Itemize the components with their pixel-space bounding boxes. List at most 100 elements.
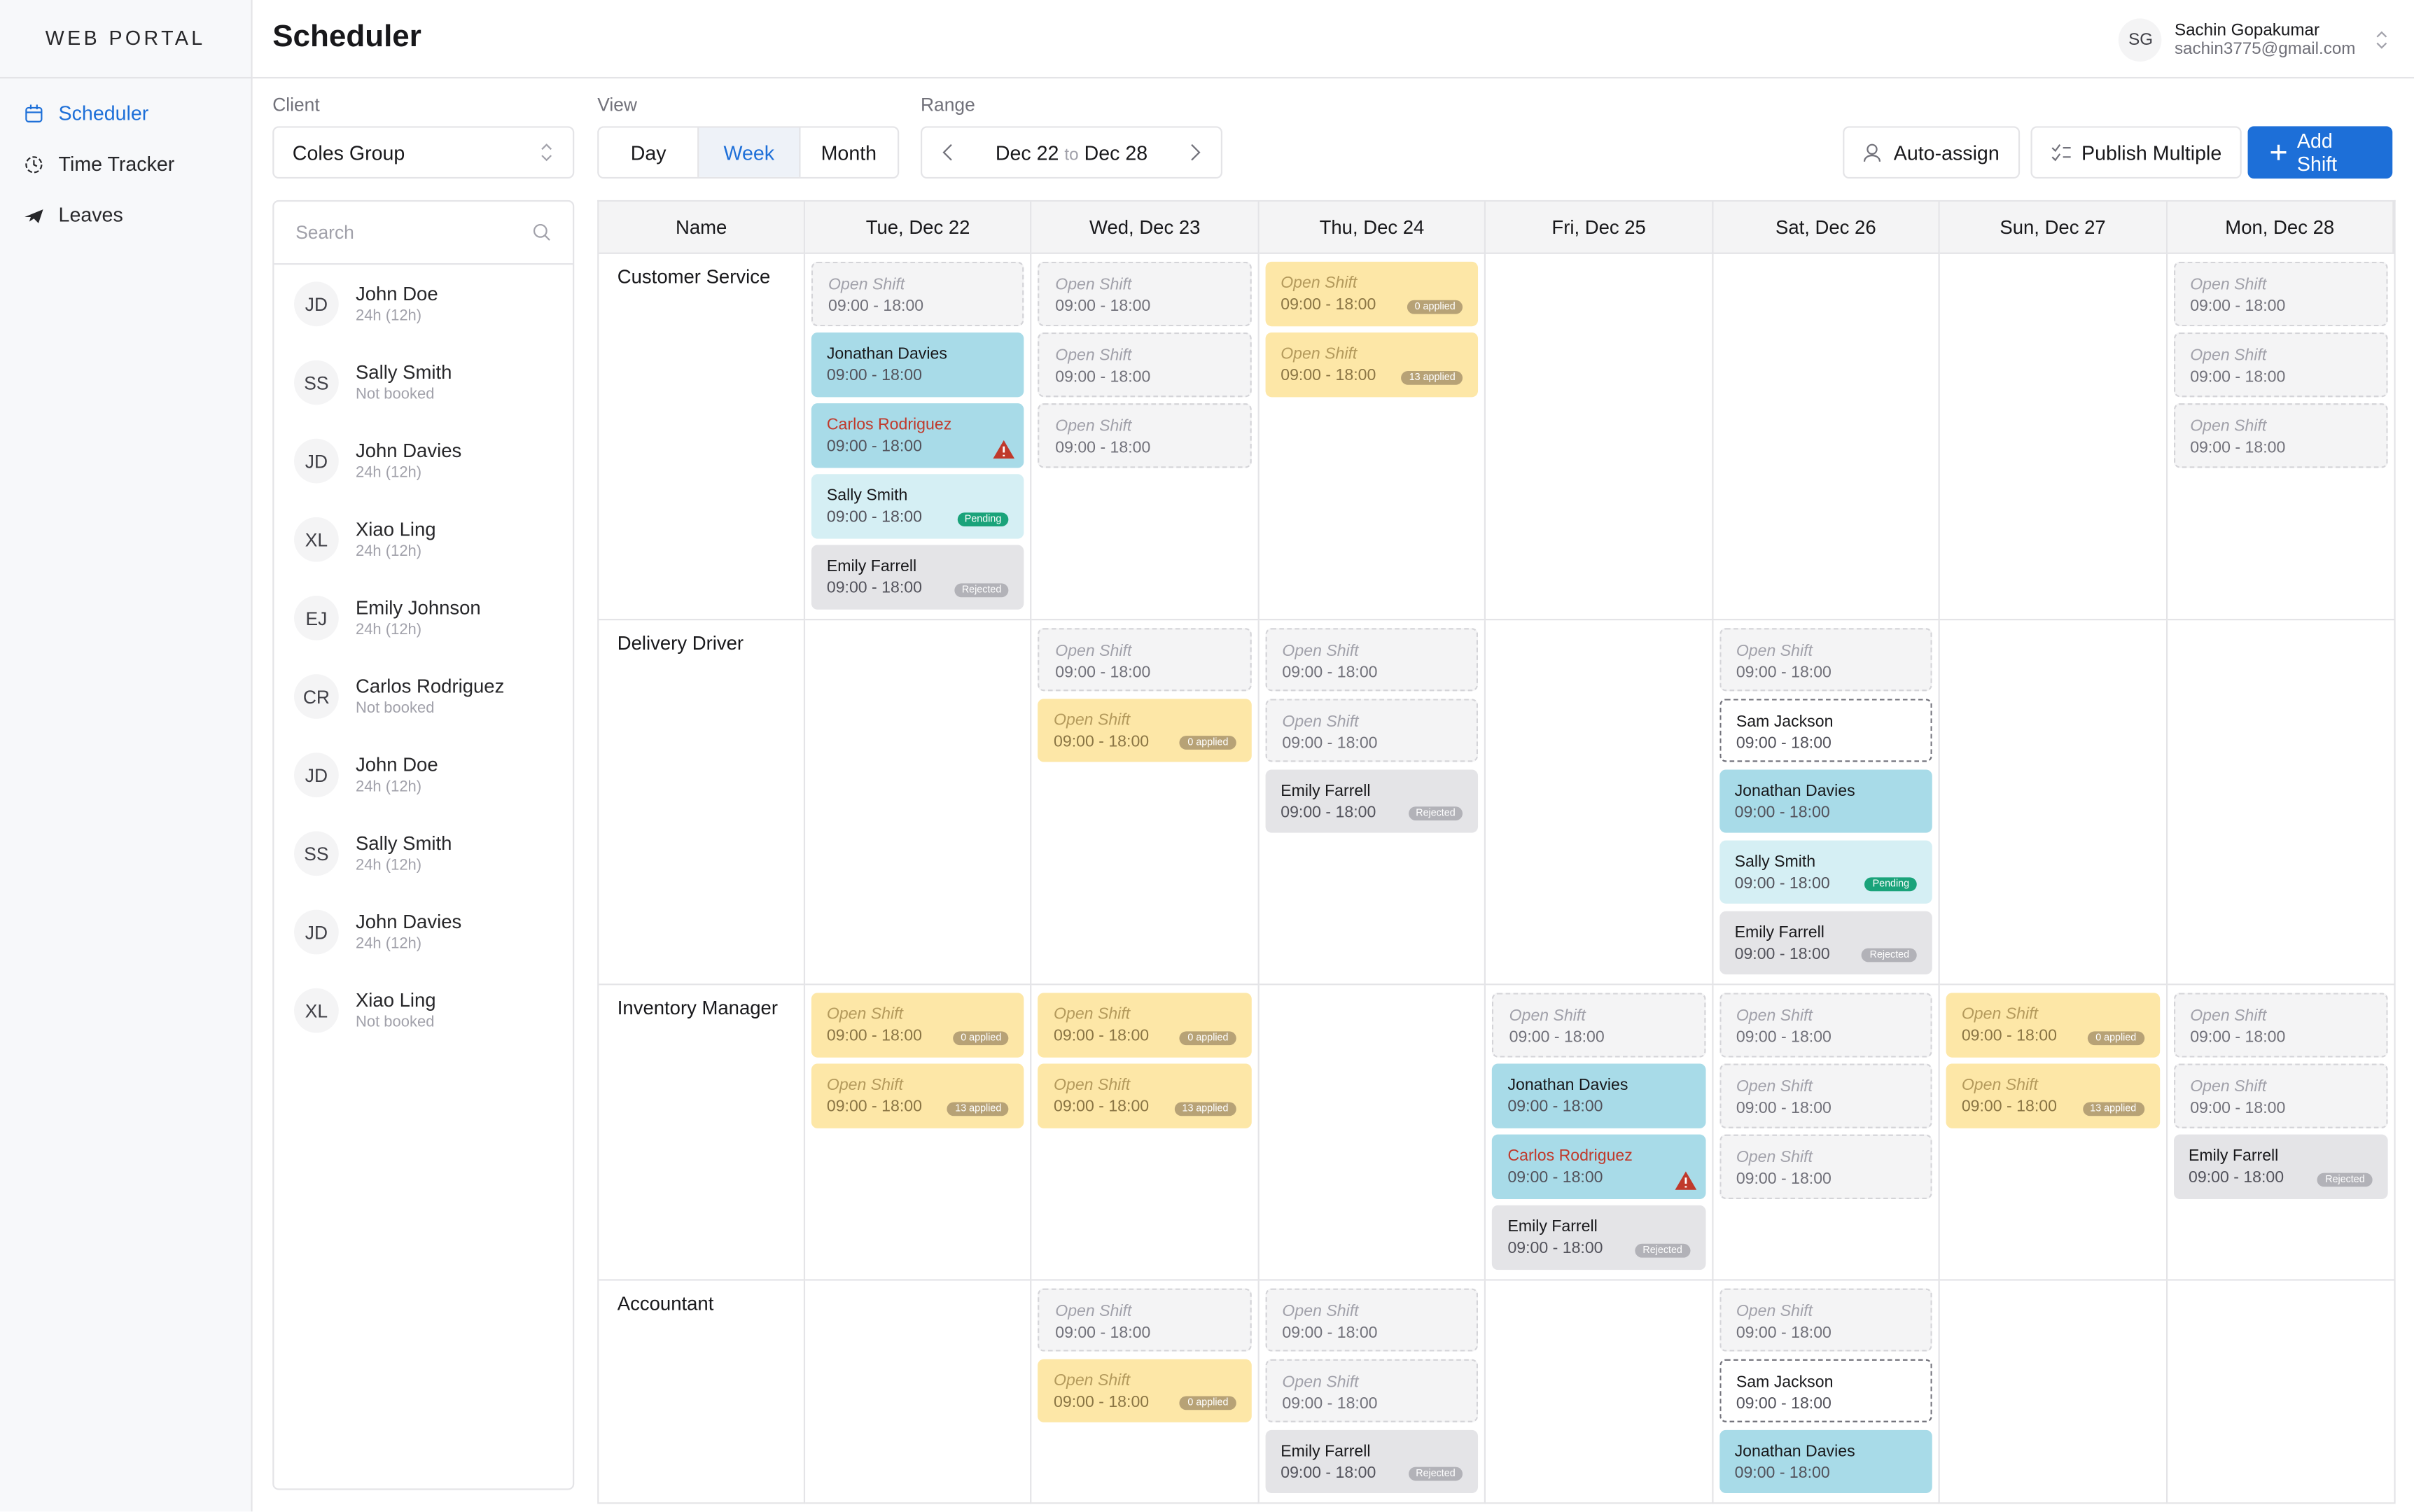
shift-label: Jonathan Davies <box>1734 780 1855 800</box>
next[interactable] <box>1187 144 1202 162</box>
column-header: Name <box>599 202 806 254</box>
prev[interactable] <box>941 144 956 162</box>
staff-name: John Davies <box>355 911 462 933</box>
shift-time: 09:00 - 18:00 <box>1055 368 1151 386</box>
shift-card[interactable]: Open Shift 09:00 - 18:00 <box>1038 627 1252 692</box>
shift-card[interactable]: Open Shift 09:00 - 18:00 <box>2173 1063 2388 1128</box>
shift-card[interactable]: Open Shift 09:00 - 18:00 <box>1719 993 1933 1057</box>
shift-card[interactable]: Open Shift 09:00 - 18:00 0 applied <box>1946 993 2160 1057</box>
shift-card[interactable]: Open Shift 09:00 - 18:00 <box>1719 627 1933 692</box>
shift-card[interactable]: Sam Jackson 09:00 - 18:00 <box>1719 1358 1933 1422</box>
shift-card[interactable]: Emily Farrell 09:00 - 18:00 Rejected <box>1265 769 1479 833</box>
button[interactable]: Add Shift <box>2247 126 2393 179</box>
shift-card[interactable]: Open Shift 09:00 - 18:00 <box>1265 627 1479 692</box>
shift-card[interactable]: Sam Jackson 09:00 - 18:00 <box>1719 698 1933 762</box>
shift-card[interactable]: Open Shift 09:00 - 18:00 13 applied <box>1946 1063 2160 1128</box>
staff-item[interactable]: XL Xiao Ling Not booked <box>274 972 573 1050</box>
shift-card[interactable]: Carlos Rodriguez 09:00 - 18:00 <box>811 403 1025 468</box>
staff-item[interactable]: JD John Davies 24h (12h) <box>274 422 573 500</box>
shift-card[interactable]: Open Shift 09:00 - 18:00 <box>1719 1287 1933 1352</box>
shift-label: Open Shift <box>1509 1007 1586 1026</box>
staff-item[interactable]: EJ Emily Johnson 24h (12h) <box>274 579 573 657</box>
shift-time: 09:00 - 18:00 <box>1734 802 1830 822</box>
view-option[interactable]: Month <box>821 141 877 164</box>
shift-card[interactable]: Emily Farrell 09:00 - 18:00 Rejected <box>2173 1134 2388 1198</box>
client-select[interactable]: Coles Group <box>272 126 575 179</box>
avatar: XL <box>294 988 339 1033</box>
view-option[interactable]: Week <box>699 127 800 177</box>
shift-card[interactable]: Open Shift 09:00 - 18:00 13 applied <box>1265 332 1479 397</box>
client: Coles Group <box>292 141 405 164</box>
view-option[interactable]: Day <box>599 127 700 177</box>
shift-card[interactable]: Open Shift 09:00 - 18:00 <box>1492 993 1705 1057</box>
day-cell <box>1486 253 1713 620</box>
shift-card[interactable]: Open Shift 09:00 - 18:00 <box>2173 332 2388 397</box>
shift-card[interactable]: Open Shift 09:00 - 18:00 <box>1038 403 1252 468</box>
shift-card[interactable]: Carlos Rodriguez 09:00 - 18:00 <box>1492 1134 1705 1198</box>
staff-item[interactable]: JD John Doe 24h (12h) <box>274 265 573 343</box>
shift-card[interactable]: Emily Farrell 09:00 - 18:00 Rejected <box>1719 910 1933 974</box>
shift-time: 09:00 - 18:00 <box>826 1097 922 1116</box>
shift-card[interactable]: Jonathan Davies 09:00 - 18:00 <box>1719 1429 1933 1494</box>
shift-card[interactable]: Open Shift 09:00 - 18:00 <box>1719 1134 1933 1198</box>
shift-label: Open Shift <box>1736 1007 1813 1026</box>
staff-item[interactable]: SS Sally Smith 24h (12h) <box>274 814 573 892</box>
shift-card[interactable]: Open Shift 09:00 - 18:00 <box>1038 332 1252 397</box>
user-name: Sachin Gopakumar <box>2174 21 2320 41</box>
shift-time: 09:00 - 18:00 <box>1054 1026 1150 1046</box>
staff-item[interactable]: JD John Doe 24h (12h) <box>274 736 573 814</box>
shift-card[interactable]: Open Shift 09:00 - 18:00 <box>1265 1287 1479 1352</box>
shift-card[interactable]: Emily Farrell 09:00 - 18:00 Rejected <box>811 545 1025 609</box>
shift-card[interactable]: Open Shift 09:00 - 18:00 <box>1038 1287 1252 1352</box>
nav-item[interactable]: Scheduler <box>0 88 251 139</box>
nav-item[interactable]: Time Tracker <box>0 139 251 190</box>
shift-card[interactable]: Sally Smith 09:00 - 18:00 Pending <box>811 474 1025 538</box>
shift-card[interactable]: Open Shift 09:00 - 18:00 <box>2173 993 2388 1057</box>
shift-card[interactable]: Open Shift 09:00 - 18:00 0 applied <box>1038 993 1252 1057</box>
shift-card[interactable]: Open Shift 09:00 - 18:00 <box>1265 698 1479 762</box>
shift-card[interactable]: Open Shift 09:00 - 18:00 0 applied <box>811 993 1025 1057</box>
avatar: SG <box>2119 18 2163 62</box>
staff-name: John Davies <box>355 440 462 462</box>
shift-card[interactable]: Jonathan Davies 09:00 - 18:00 <box>811 332 1025 397</box>
user-menu[interactable]: SG Sachin Gopakumar sachin3775@gmail.com <box>2119 18 2392 62</box>
shift-badge: 0 applied <box>1407 299 1463 314</box>
shift-label: Emily Farrell <box>1734 923 1825 941</box>
sidebar: WEB PORTAL Scheduler Time Tracker Leaves <box>0 0 253 1512</box>
day-cell: Open Shift 09:00 - 18:00 Open Shift 09:00 -… <box>1032 620 1260 986</box>
shift-card[interactable]: Open Shift 09:00 - 18:00 13 applied <box>811 1063 1025 1128</box>
shift-card[interactable]: Open Shift 09:00 - 18:00 <box>1719 1063 1933 1128</box>
shift-card[interactable]: Open Shift 09:00 - 18:00 13 applied <box>1038 1063 1252 1128</box>
staff-item[interactable]: CR Carlos Rodriguez Not booked <box>274 657 573 736</box>
nav-item[interactable]: Leaves <box>0 189 251 240</box>
shift-card[interactable]: Open Shift 09:00 - 18:00 0 applied <box>1265 261 1479 326</box>
shift-card[interactable]: Emily Farrell 09:00 - 18:00 Rejected <box>1492 1205 1705 1270</box>
staff-item[interactable]: SS Sally Smith Not booked <box>274 343 573 421</box>
button[interactable]: Publish Multiple <box>2030 126 2242 179</box>
shift-card[interactable]: Open Shift 09:00 - 18:00 <box>2173 403 2388 468</box>
shift-card[interactable]: Open Shift 09:00 - 18:00 <box>1265 1358 1479 1422</box>
shift-time: 09:00 - 18:00 <box>826 437 922 456</box>
shift-card[interactable]: Open Shift 09:00 - 18:00 0 applied <box>1038 698 1252 762</box>
shift-time: 09:00 - 18:00 <box>1734 1463 1830 1482</box>
shift-badge: 0 applied <box>1180 1030 1236 1045</box>
search[interactable]: Search <box>274 202 573 265</box>
shift-card[interactable]: Sally Smith 09:00 - 18:00 Pending <box>1719 839 1933 904</box>
shift-card[interactable]: Emily Farrell 09:00 - 18:00 Rejected <box>1265 1429 1479 1494</box>
shift-card[interactable]: Open Shift 09:00 - 18:00 <box>2173 261 2388 326</box>
shift-label: Open Shift <box>2190 1007 2267 1026</box>
shift-card[interactable]: Open Shift 09:00 - 18:00 0 applied <box>1038 1358 1252 1422</box>
header: Scheduler SG Sachin Gopakumar sachin3775@… <box>252 0 2414 79</box>
staff-hours: 24h (12h) <box>355 465 422 482</box>
shift-card[interactable]: Jonathan Davies 09:00 - 18:00 <box>1492 1063 1705 1128</box>
button[interactable]: Auto-assign <box>1843 126 2020 179</box>
role-name: Inventory Manager <box>617 997 779 1019</box>
avatar: JD <box>294 752 339 798</box>
shift-card[interactable]: Open Shift 09:00 - 18:00 <box>1038 261 1252 326</box>
shift-card[interactable]: Open Shift 09:00 - 18:00 <box>811 261 1025 326</box>
shift-card[interactable]: Jonathan Davies 09:00 - 18:00 <box>1719 769 1933 833</box>
staff-item[interactable]: XL Xiao Ling 24h (12h) <box>274 500 573 579</box>
staff-item[interactable]: JD John Davies 24h (12h) <box>274 892 573 971</box>
range: Dec 22 to Dec 28 <box>996 141 1147 164</box>
